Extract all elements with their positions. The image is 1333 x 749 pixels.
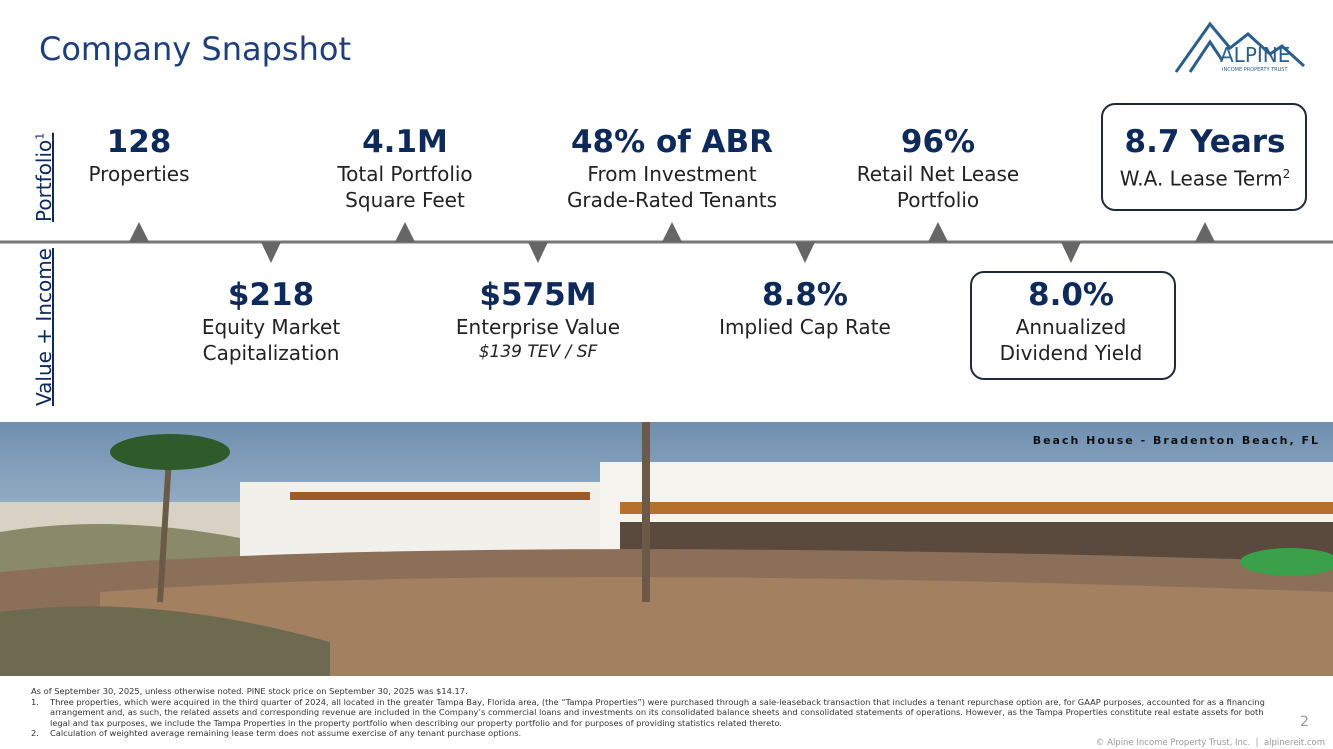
footnote-ref: 2	[1282, 167, 1291, 181]
logo-tagline: INCOME PROPERTY TRUST	[1222, 67, 1288, 73]
metric-value: $575M	[479, 277, 597, 313]
metric: 128 Properties	[9, 123, 269, 187]
logo: ALPINE INCOME PROPERTY TRUST	[1174, 21, 1306, 73]
footnote-intro: As of September 30, 2025, unless otherwi…	[31, 686, 468, 696]
metric-label: Total Portfolio	[337, 162, 473, 186]
photo: Beach House - Bradenton Beach, FL	[0, 422, 1333, 676]
metric-label: Capitalization	[202, 341, 340, 365]
metric: $218 Equity Market Capitalization	[141, 276, 401, 366]
footnote-text: Three properties, which were acquired in…	[50, 696, 1265, 728]
metric-label: Square Feet	[345, 188, 465, 212]
footnote-marker: 1.	[31, 696, 39, 707]
footnote-marker: 2.	[31, 728, 39, 738]
metric-label: Retail Net Lease	[856, 162, 1020, 186]
metric: 96% Retail Net Lease Portfolio	[808, 123, 1068, 213]
metric: 8.7 Years W.A. Lease Term2	[1075, 123, 1333, 192]
metric: 4.1M Total Portfolio Square Feet	[275, 123, 535, 213]
metric-value: 128	[106, 124, 172, 160]
metric: $575M Enterprise Value $139 TEV / SF	[408, 276, 668, 364]
row-label: Value + Income	[32, 248, 56, 406]
timeline	[0, 222, 1333, 263]
metric: 8.8% Implied Cap Rate	[675, 276, 935, 340]
metric-detail: $139 TEV / SF	[478, 342, 598, 362]
metric-label: From Investment	[587, 162, 757, 186]
metric-value: $218	[227, 277, 315, 313]
metric-value: 8.7 Years	[1124, 124, 1286, 160]
metric-label: Dividend Yield	[999, 341, 1143, 365]
title: Company Snapshot	[39, 30, 351, 68]
footnote-text: Calculation of weighted average remainin…	[50, 728, 522, 738]
metric-label: Implied Cap Rate	[719, 315, 891, 339]
logo-name: ALPINE	[1220, 43, 1290, 67]
metric-label: Properties	[88, 162, 190, 186]
metric-label: Annualized	[1015, 315, 1127, 339]
footnotes: As of September 30, 2025, unless otherwi…	[31, 686, 1281, 739]
metric-value: 48% of ABR	[570, 124, 774, 160]
metric-value: 4.1M	[362, 124, 448, 160]
metric: 8.0% Annualized Dividend Yield	[941, 276, 1201, 366]
metric-label: Portfolio	[896, 188, 980, 212]
metric-value: 96%	[900, 124, 976, 160]
metric-value: 8.8%	[762, 277, 848, 313]
metric-label: W.A. Lease Term2	[1119, 166, 1291, 191]
copyright: © Alpine Income Property Trust, Inc. | a…	[1095, 738, 1325, 748]
metric-label: Enterprise Value	[455, 315, 621, 339]
highlight-box	[970, 271, 1176, 380]
metric-value: 8.0%	[1028, 277, 1114, 313]
highlight-box	[1101, 103, 1307, 211]
metric: 48% of ABR From Investment Grade-Rated Ten…	[542, 123, 802, 213]
metric-label: Equity Market	[201, 315, 341, 339]
footnote: 1. Three properties, which were acquired …	[31, 697, 1281, 729]
footnote: 2. Calculation of weighted average remain…	[31, 728, 1281, 739]
photo-caption: Beach House - Bradenton Beach, FL	[1033, 434, 1320, 447]
page-number: 2	[1300, 714, 1309, 730]
metric-label: Grade-Rated Tenants	[566, 188, 778, 212]
